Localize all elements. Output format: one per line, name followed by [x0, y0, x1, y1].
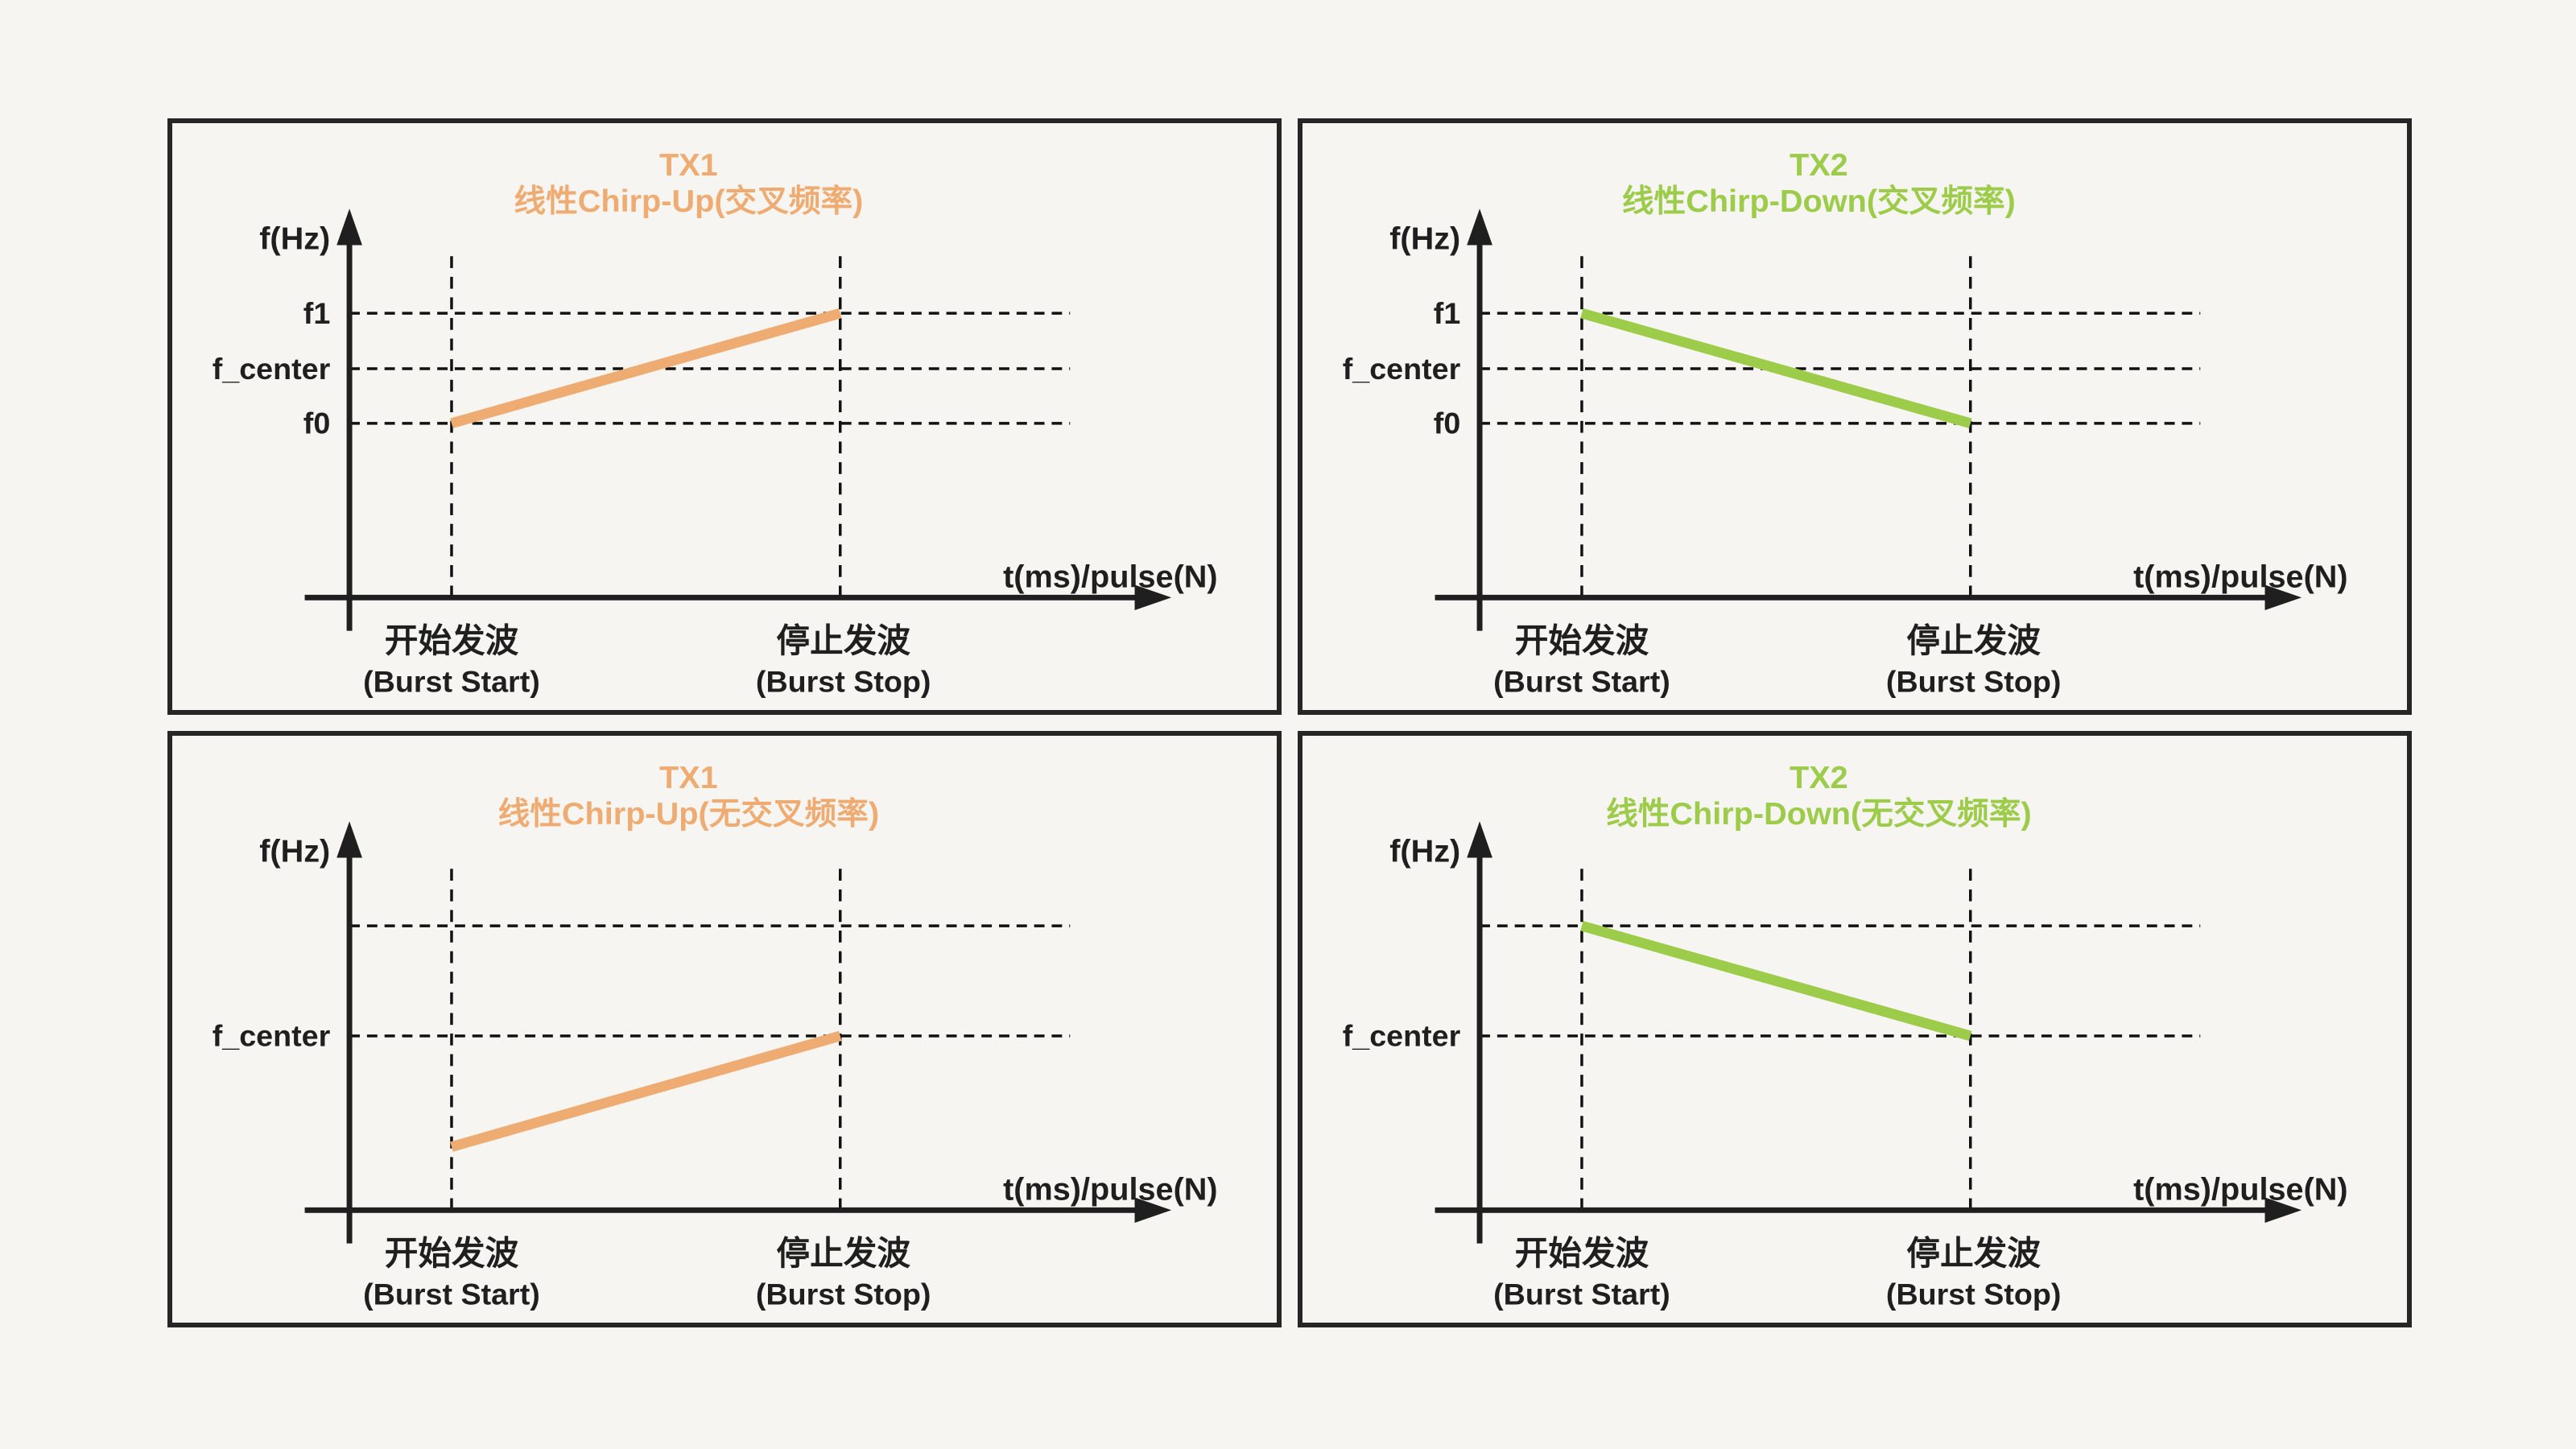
panel-title: TX2 — [1790, 760, 1848, 795]
panel-title: TX1 — [659, 147, 718, 183]
panel-subtitle: 线性Chirp-Up(无交叉频率) — [498, 796, 880, 832]
x-axis-label: t(ms)/pulse(N) — [2133, 559, 2348, 595]
burst-stop-label-en: (Burst Stop) — [756, 1278, 931, 1311]
chirp-line-down — [1580, 308, 1972, 429]
freq-label-f0: f0 — [1434, 407, 1460, 440]
panel-title: TX2 — [1790, 147, 1848, 183]
freq-label-f_center: f_center — [213, 1019, 331, 1053]
burst-stop-label-zh: 停止发波 — [776, 1234, 910, 1272]
burst-start-label-en: (Burst Start) — [1493, 665, 1670, 699]
burst-start-label-zh: 开始发波 — [385, 1234, 519, 1272]
y-axis-arrow-icon — [1467, 208, 1492, 246]
x-axis-arrow-icon — [2264, 584, 2302, 611]
freq-label-f0: f0 — [303, 407, 330, 440]
y-axis-arrow-icon — [336, 821, 362, 858]
burst-stop-label-zh: 停止发波 — [776, 621, 910, 659]
freq-label-f_center: f_center — [1343, 1019, 1461, 1053]
chirp-panel-tx1-cross: TX1 线性Chirp-Up(交叉频率) f1 f_center f0 f(Hz) t(ms… — [167, 118, 1282, 715]
x-axis-arrow-icon — [1134, 1197, 1172, 1224]
freq-label-f1: f1 — [1434, 296, 1460, 330]
burst-start-label-zh: 开始发波 — [1515, 621, 1649, 659]
y-axis-label: f(Hz) — [259, 221, 330, 257]
y-axis-label: f(Hz) — [1389, 221, 1460, 257]
x-axis-label: t(ms)/pulse(N) — [1003, 559, 1218, 595]
chirp-panel-tx1-no-cross: TX1 线性Chirp-Up(无交叉频率) f_center f(Hz) t(ms)/p… — [167, 731, 1282, 1327]
burst-stop-label-en: (Burst Stop) — [1886, 665, 2062, 699]
burst-stop-label-en: (Burst Stop) — [1886, 1278, 2062, 1311]
chirp-panel-tx2-cross: TX2 线性Chirp-Down(交叉频率) f1 f_center f0 f(Hz) t(… — [1298, 118, 2412, 715]
burst-start-label-en: (Burst Start) — [363, 1278, 540, 1311]
burst-start-label-en: (Burst Start) — [1493, 1278, 1670, 1311]
panel-title: TX1 — [659, 760, 718, 795]
burst-start-label-zh: 开始发波 — [1515, 1234, 1649, 1272]
panel-subtitle: 线性Chirp-Up(交叉频率) — [514, 184, 863, 219]
panel-subtitle: 线性Chirp-Down(无交叉频率) — [1606, 796, 2032, 832]
y-axis-arrow-icon — [1467, 821, 1492, 858]
y-axis-label: f(Hz) — [1389, 834, 1460, 869]
burst-stop-label-zh: 停止发波 — [1906, 621, 2041, 659]
x-axis-label: t(ms)/pulse(N) — [1003, 1172, 1218, 1208]
y-axis-arrow-icon — [336, 208, 362, 246]
y-axis-label: f(Hz) — [259, 834, 330, 869]
x-axis-arrow-icon — [2264, 1197, 2302, 1224]
chirp-line-up — [450, 1030, 842, 1152]
freq-label-f_center: f_center — [213, 352, 331, 386]
chirp-line-up — [450, 308, 842, 429]
x-axis-label: t(ms)/pulse(N) — [2133, 1172, 2348, 1208]
chirp-panel-tx2-no-cross: TX2 线性Chirp-Down(无交叉频率) f_center f(Hz) t(ms)… — [1298, 731, 2412, 1327]
panel-subtitle: 线性Chirp-Down(交叉频率) — [1622, 184, 2016, 219]
freq-label-f1: f1 — [303, 296, 330, 330]
burst-stop-label-en: (Burst Stop) — [756, 665, 931, 699]
freq-label-f_center: f_center — [1343, 352, 1461, 386]
burst-start-label-zh: 开始发波 — [385, 621, 519, 659]
burst-start-label-en: (Burst Start) — [363, 665, 540, 699]
burst-stop-label-zh: 停止发波 — [1906, 1234, 2041, 1272]
x-axis-arrow-icon — [1134, 584, 1172, 611]
chirp-line-down — [1580, 920, 1972, 1042]
